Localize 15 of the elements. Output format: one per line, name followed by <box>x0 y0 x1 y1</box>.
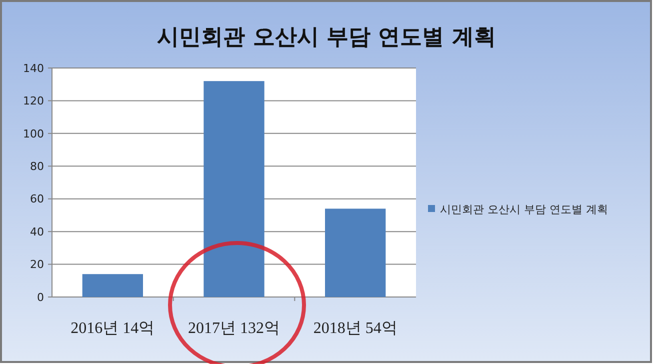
x-tick-label: 2018년 54억 <box>313 320 398 337</box>
y-tick-label: 140 <box>23 62 44 75</box>
legend-label: 시민회관 오산시 부담 연도별 계획 <box>440 202 608 216</box>
y-tick-label: 0 <box>37 290 44 304</box>
y-tick-label: 60 <box>30 192 44 206</box>
y-tick-label: 100 <box>23 127 44 140</box>
x-tick-label: 2017년 132억 <box>188 320 280 337</box>
bar <box>325 208 386 297</box>
bar <box>82 274 143 297</box>
x-tick-label: 2016년 14억 <box>70 320 155 337</box>
y-tick-label: 120 <box>23 94 44 108</box>
y-tick-label: 40 <box>30 225 44 238</box>
y-tick-label: 20 <box>30 258 44 272</box>
chart-title: 시민회관 오산시 부담 연도별 계획 <box>157 25 496 50</box>
y-tick-label: 80 <box>30 160 44 173</box>
